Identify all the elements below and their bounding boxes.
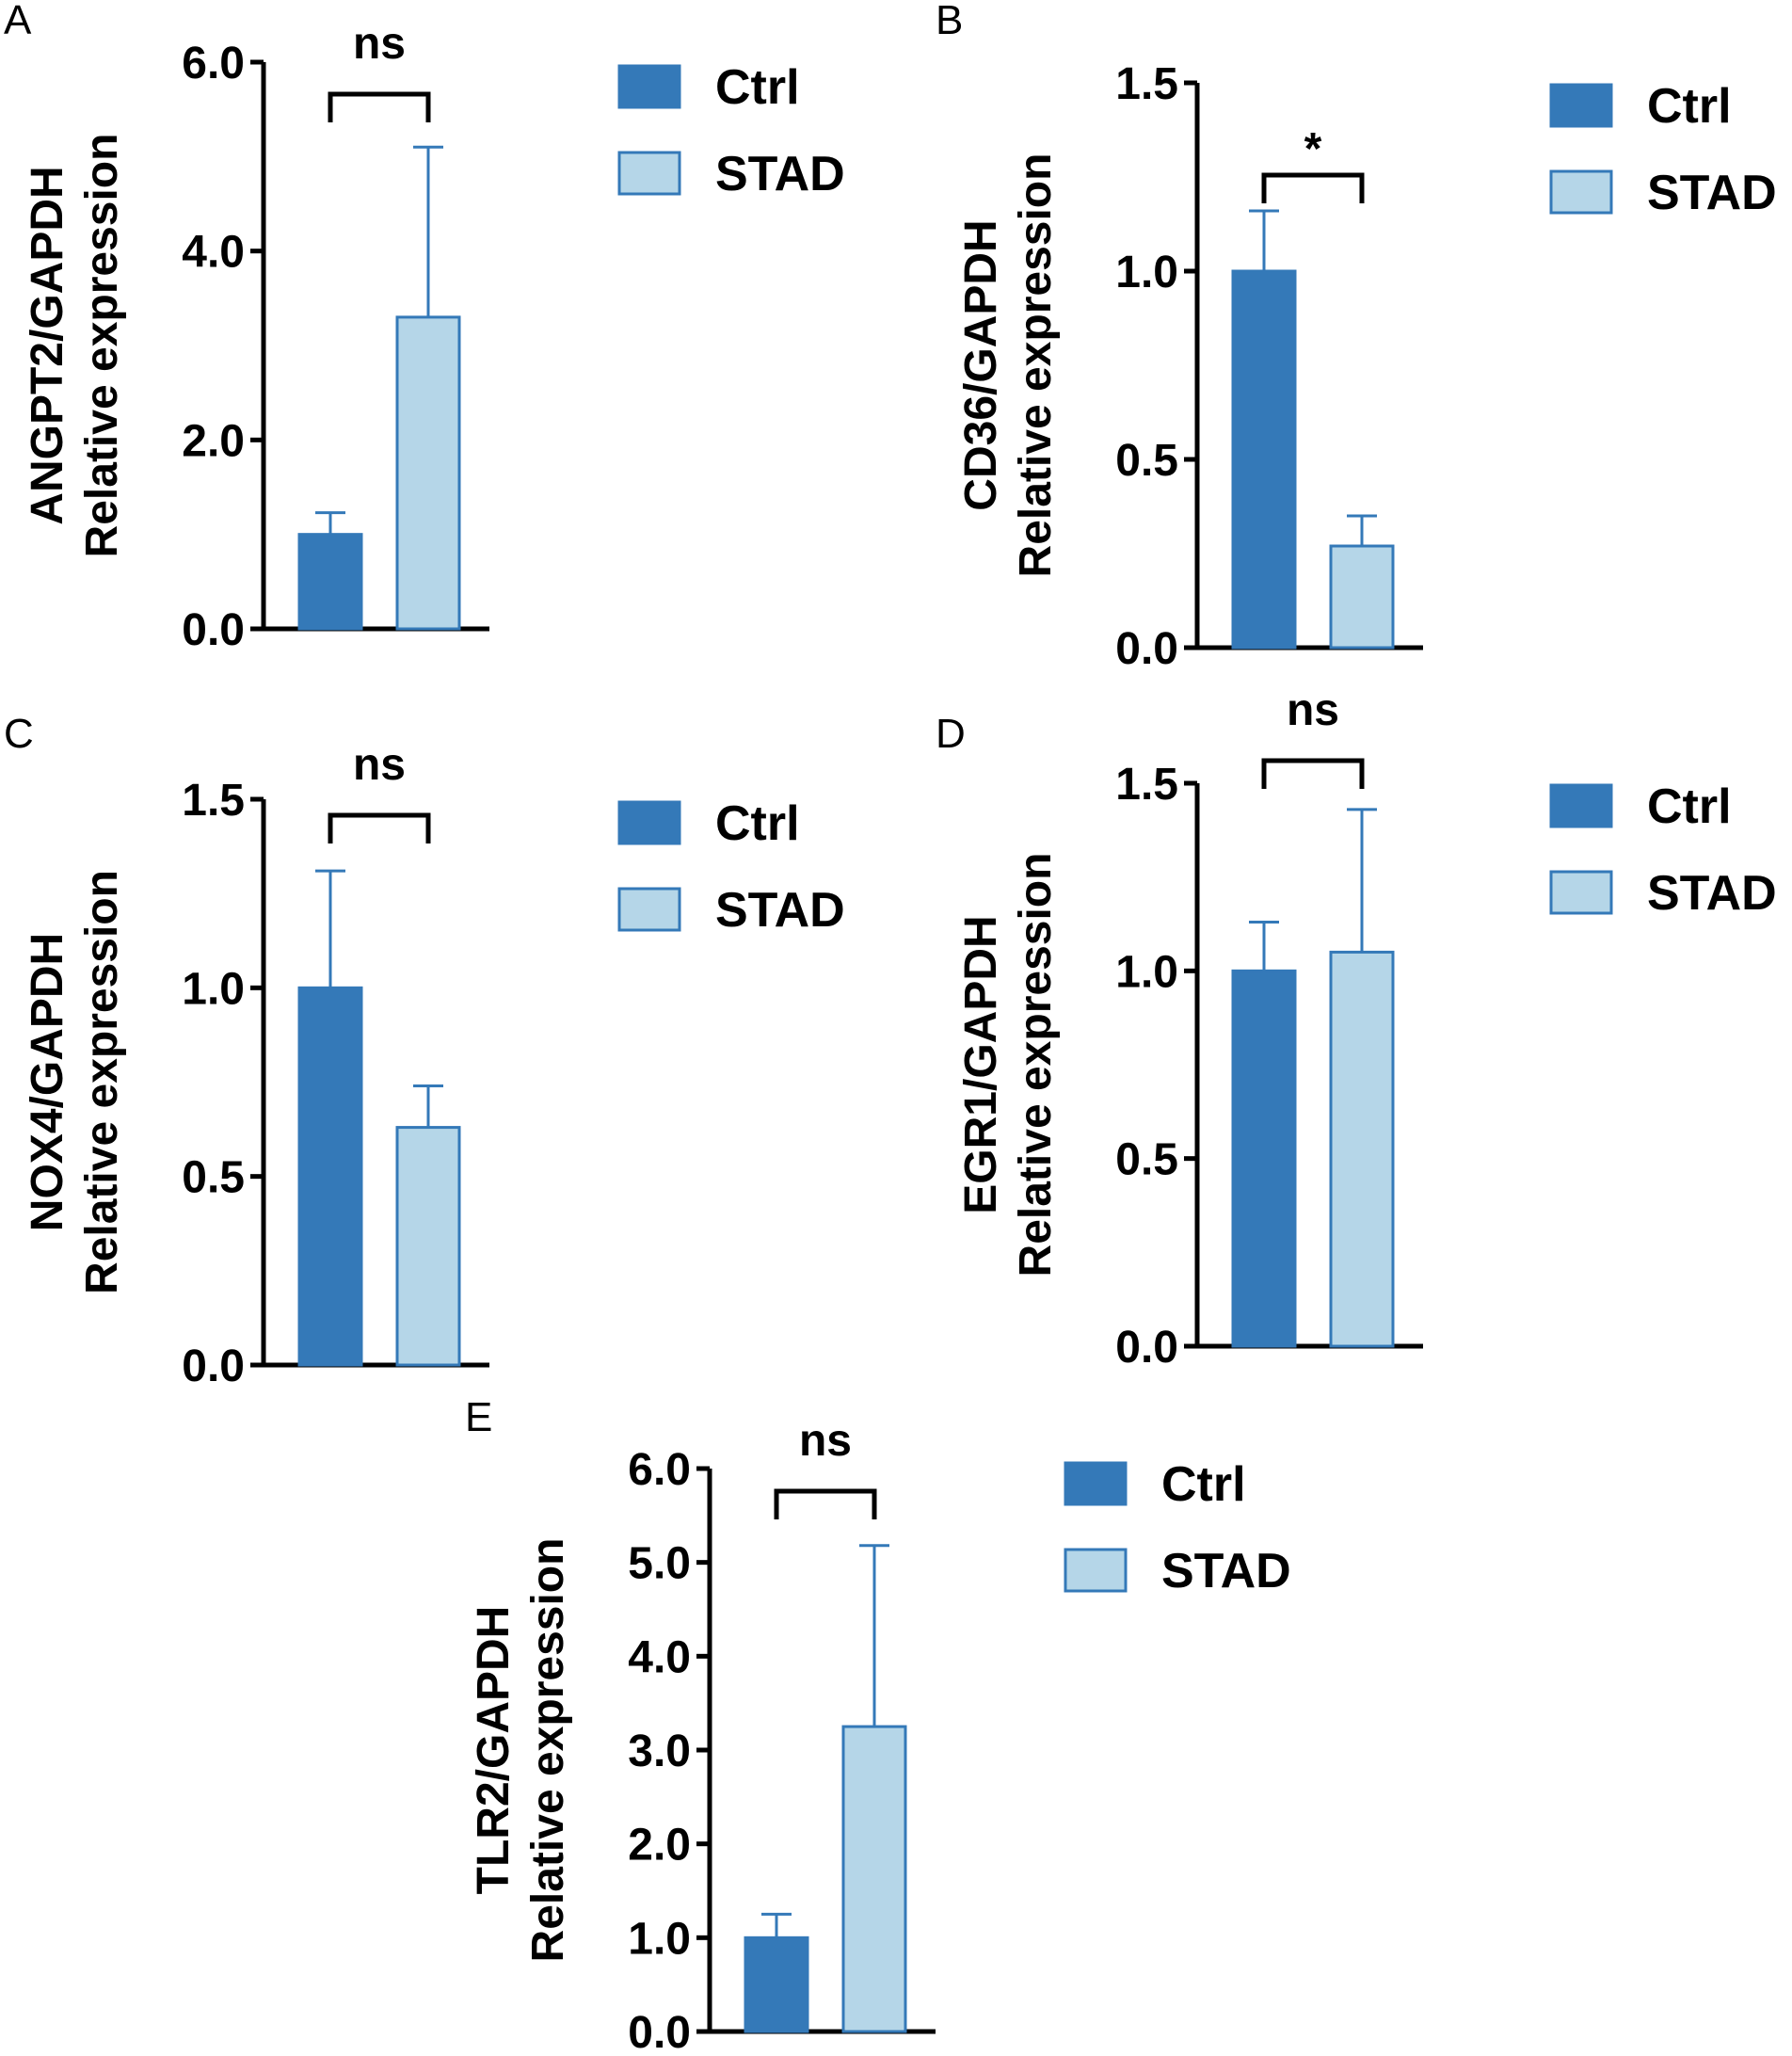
y-axis-label-gene: NOX4/GAPDH (23, 933, 72, 1231)
legend-label-ctrl: Ctrl (1647, 779, 1732, 834)
legend-swatch-ctrl (617, 800, 681, 845)
significance-label: ns (353, 740, 406, 790)
bar-stad (1329, 950, 1395, 1348)
y-tick-label: 0.0 (1115, 1323, 1178, 1373)
significance-label: ns (1287, 685, 1339, 735)
bar-ctrl (1231, 969, 1297, 1348)
legend-swatch-stad (1064, 1548, 1128, 1593)
y-tick-label: 0.5 (1115, 436, 1178, 486)
y-tick-label: 1.0 (182, 964, 245, 1014)
significance-bracket (328, 812, 431, 843)
y-tick-label: 6.0 (182, 39, 245, 88)
y-tick-label: 2.0 (182, 416, 245, 466)
y-tick-label: 0.0 (182, 1341, 245, 1391)
legend-label-stad: STAD (1161, 1544, 1291, 1598)
y-tick-label: 0.5 (182, 1153, 245, 1203)
legend-swatch-ctrl (1549, 83, 1613, 128)
significance-label: ns (353, 19, 406, 69)
legend-label-ctrl: Ctrl (1647, 79, 1732, 134)
panel-label: E (465, 1394, 492, 1440)
panel-d: D EGR1/GAPDH Relative expression 0.0 0.5 1.0 1… (936, 685, 1777, 1373)
y-tick-label: 0.0 (1115, 624, 1178, 674)
y-tick-label: 1.0 (628, 1914, 691, 1964)
y-axis-label-gene: ANGPT2/GAPDH (23, 166, 72, 524)
y-axis-label-gene: EGR1/GAPDH (956, 915, 1006, 1213)
bar-ctrl (297, 986, 363, 1367)
legend-label-ctrl: Ctrl (715, 796, 800, 851)
bar-ctrl (744, 1936, 809, 2033)
y-axis-label-measure: Relative expression (1011, 153, 1061, 578)
y-axis-label-measure: Relative expression (1011, 853, 1061, 1277)
bar-stad (395, 315, 461, 631)
legend-label-stad: STAD (715, 147, 845, 201)
y-tick-label: 5.0 (628, 1539, 691, 1589)
y-tick-label: 1.0 (1115, 248, 1178, 297)
legend-label-stad: STAD (1647, 166, 1777, 220)
panel-label: A (4, 0, 32, 43)
y-tick-label: 6.0 (628, 1445, 691, 1495)
y-axis-label-gene: CD36/GAPDH (956, 219, 1006, 510)
bar-ctrl (297, 533, 363, 631)
legend-swatch-ctrl (1064, 1461, 1128, 1506)
bar-stad (841, 1725, 907, 2033)
y-tick-label: 4.0 (182, 228, 245, 278)
legend-swatch-stad (617, 151, 681, 196)
y-axis-label-measure: Relative expression (77, 134, 127, 558)
panel-a: A ANGPT2/GAPDH Relative expression 0.0 2.0 4.… (4, 0, 845, 655)
significance-label: * (1304, 124, 1322, 174)
significance-bracket (328, 91, 431, 122)
bar-stad (395, 1126, 461, 1367)
y-tick-label: 0.0 (182, 605, 245, 655)
y-tick-label: 1.0 (1115, 947, 1178, 997)
bar-ctrl (1231, 269, 1297, 650)
legend-label-stad: STAD (1647, 866, 1777, 921)
significance-label: ns (799, 1416, 852, 1466)
y-tick-label: 0.0 (628, 2008, 691, 2056)
significance-bracket (1261, 172, 1365, 203)
legend-swatch-stad (1549, 169, 1613, 215)
y-tick-label: 1.5 (1115, 59, 1178, 109)
y-tick-label: 0.5 (1115, 1135, 1178, 1185)
significance-bracket (1261, 758, 1365, 789)
panel-c: C NOX4/GAPDH Relative expression 0.0 0.5 1.0 1… (4, 711, 845, 1391)
legend-label-ctrl: Ctrl (1161, 1457, 1246, 1512)
legend-swatch-stad (617, 887, 681, 932)
significance-bracket (774, 1488, 877, 1519)
panel-e: E TLR2/GAPDH Relative expression 0.0 1.0 2.0 3… (465, 1394, 1291, 2056)
y-axis-label-measure: Relative expression (77, 870, 127, 1294)
panel-label: D (936, 711, 966, 757)
panel-label: B (936, 0, 963, 43)
y-axis-label-gene: TLR2/GAPDH (469, 1606, 519, 1895)
legend-label-ctrl: Ctrl (715, 60, 800, 115)
legend-swatch-ctrl (1549, 783, 1613, 828)
y-tick-label: 4.0 (628, 1632, 691, 1682)
bar-stad (1329, 544, 1395, 650)
legend-label-stad: STAD (715, 883, 845, 938)
panel-label: C (4, 711, 34, 757)
panel-b: B CD36/GAPDH Relative expression 0.0 0.5 1.0 1… (936, 0, 1777, 674)
y-axis-label-measure: Relative expression (523, 1538, 573, 1963)
y-tick-label: 1.5 (182, 776, 245, 826)
y-tick-label: 3.0 (628, 1727, 691, 1776)
legend-swatch-ctrl (617, 64, 681, 109)
y-tick-label: 1.5 (1115, 760, 1178, 810)
legend-swatch-stad (1549, 870, 1613, 915)
y-tick-label: 2.0 (628, 1821, 691, 1871)
